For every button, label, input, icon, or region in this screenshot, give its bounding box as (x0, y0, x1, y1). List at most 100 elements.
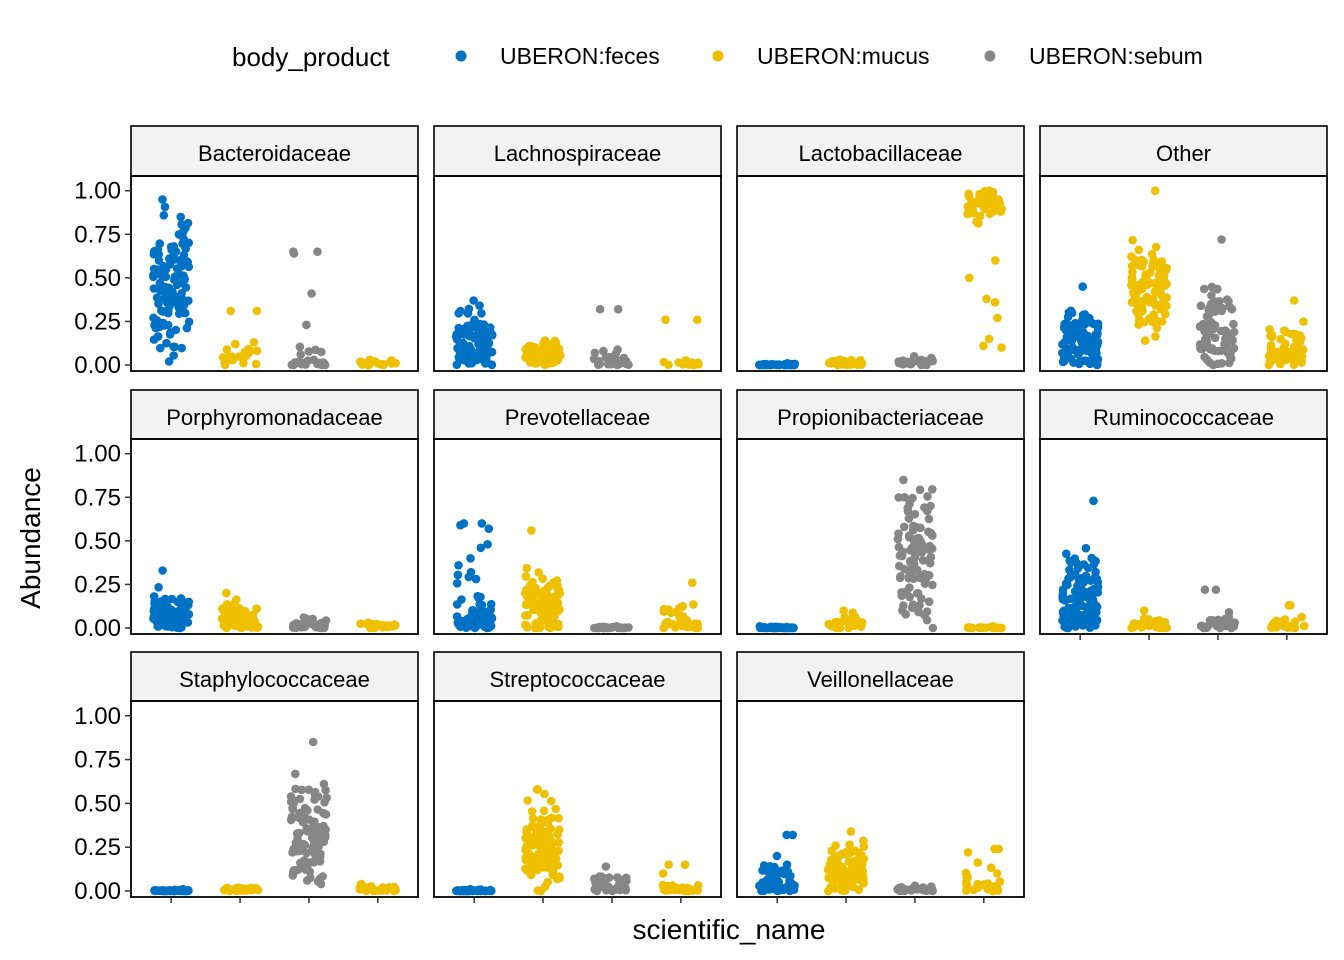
data-point (539, 806, 549, 816)
facet-strip (433, 125, 722, 177)
data-point (1062, 549, 1071, 559)
legend-label-2: UBERON:sebum (1029, 43, 1203, 69)
data-point (828, 875, 837, 885)
data-point (391, 358, 401, 368)
data-point (764, 876, 773, 886)
data-point (1091, 332, 1101, 342)
data-point (837, 360, 846, 369)
data-point (1298, 345, 1307, 355)
data-point (287, 812, 297, 822)
data-point (906, 558, 915, 567)
data-point (155, 322, 164, 332)
data-point (1201, 334, 1210, 344)
data-point (1085, 317, 1094, 327)
data-point (532, 859, 542, 868)
data-point (785, 360, 795, 370)
data-point (153, 265, 162, 274)
data-point (1076, 356, 1085, 365)
data-point (824, 358, 834, 368)
data-point (474, 886, 483, 896)
data-point (693, 886, 702, 895)
data-point (1200, 585, 1210, 594)
data-point (527, 585, 537, 594)
legend-label-0: UBERON:feces (500, 43, 660, 69)
data-point (599, 623, 608, 633)
data-point (1137, 623, 1146, 632)
data-point (153, 622, 162, 631)
facet-panel-ruminococcaceae: Ruminococcaceae (1039, 389, 1328, 640)
data-point (1059, 611, 1068, 621)
data-point (183, 218, 193, 228)
data-point (1210, 346, 1219, 356)
data-point (1198, 344, 1207, 354)
y-axis-title: Abundance (15, 467, 46, 609)
data-point (180, 612, 190, 621)
data-point (553, 598, 563, 608)
data-point (1226, 620, 1235, 630)
data-point (1137, 255, 1146, 265)
data-point (1088, 599, 1098, 609)
data-point (689, 600, 698, 609)
data-point (1066, 594, 1075, 604)
data-point (242, 617, 252, 626)
data-point (452, 335, 462, 344)
data-point (178, 305, 187, 315)
data-point (1128, 267, 1137, 277)
data-point (590, 885, 599, 894)
data-point (174, 230, 184, 239)
data-point (1229, 319, 1238, 329)
data-point (1151, 332, 1160, 341)
facet-strip-label: Bacteroidaceae (198, 141, 351, 166)
data-point (456, 520, 465, 530)
data-point (1134, 245, 1144, 255)
data-point (1217, 359, 1227, 368)
panel-border (736, 175, 1025, 372)
data-point (680, 860, 690, 869)
data-point (455, 348, 465, 358)
data-point (527, 526, 536, 535)
y-tick-label: 0.00 (74, 878, 121, 905)
data-point (760, 360, 770, 370)
data-point (1208, 616, 1218, 625)
data-point (303, 827, 312, 836)
data-point (1080, 332, 1089, 341)
data-point (151, 614, 161, 623)
data-point (313, 805, 323, 814)
data-point (1211, 297, 1221, 307)
data-point (859, 879, 868, 888)
facet-panel-lachnospiraceae: Lachnospiraceae (433, 125, 722, 372)
data-point (454, 561, 463, 570)
data-point (1134, 315, 1144, 325)
data-point (529, 347, 538, 356)
legend-key-0 (455, 50, 467, 62)
data-point (475, 301, 484, 310)
data-point (463, 321, 472, 331)
data-point (369, 886, 378, 896)
y-tick-label: 0.50 (74, 265, 121, 292)
facet-strip-label: Prevotellaceae (505, 405, 651, 430)
data-point (149, 335, 159, 344)
data-point (1076, 588, 1085, 598)
legend-items: UBERON:feces UBERON:mucus UBERON:sebum (455, 43, 1203, 69)
data-point (694, 360, 703, 369)
data-point (162, 601, 172, 611)
data-point (1084, 619, 1093, 628)
facet-strip (736, 651, 1025, 702)
data-point (543, 583, 553, 592)
data-point (1224, 612, 1234, 622)
data-point (522, 563, 532, 573)
data-point (296, 350, 306, 359)
data-point (1146, 278, 1155, 288)
data-point (319, 779, 329, 789)
data-point (614, 357, 623, 366)
data-point (168, 622, 177, 632)
data-point (968, 206, 977, 215)
data-point (1297, 612, 1306, 622)
panel-border (130, 438, 419, 635)
data-point (903, 507, 913, 516)
data-point (249, 338, 259, 347)
data-point (1129, 622, 1139, 632)
data-point (481, 886, 491, 896)
data-point (1091, 556, 1100, 566)
data-point (522, 825, 531, 834)
